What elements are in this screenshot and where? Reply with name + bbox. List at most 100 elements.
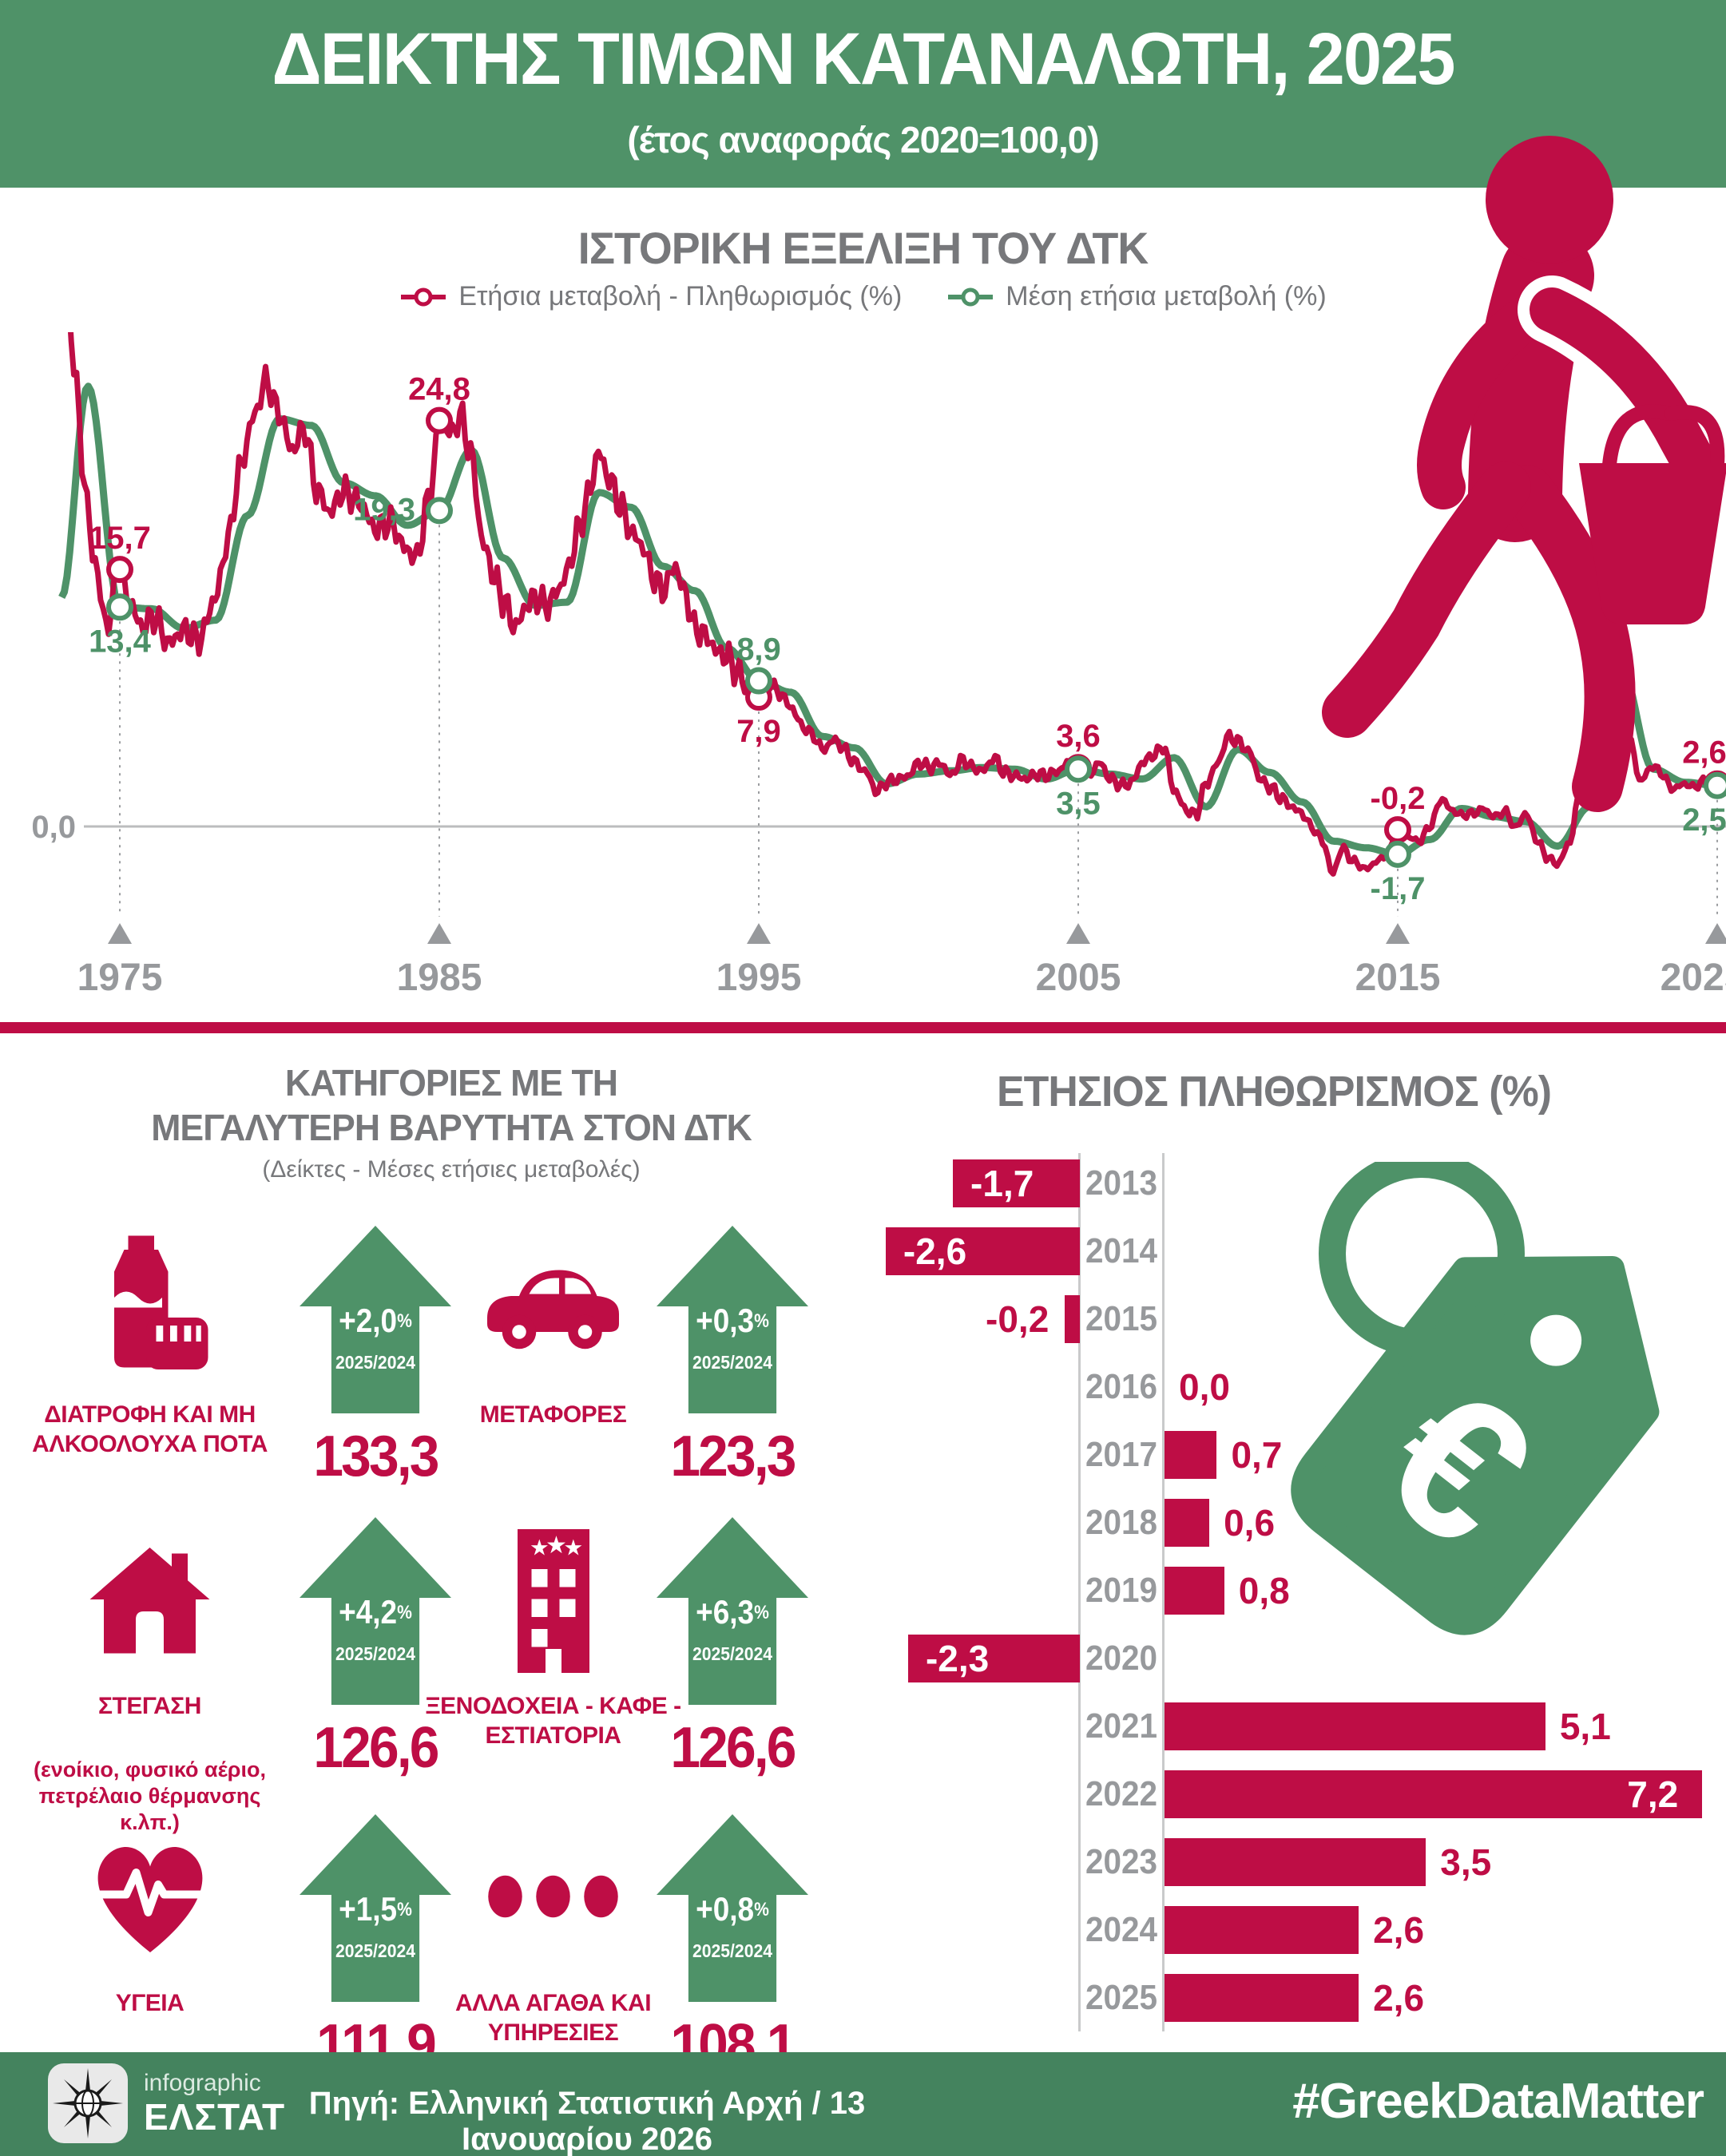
bar-year-label: 2017 bbox=[1085, 1435, 1158, 1474]
shopper-with-basket-icon bbox=[1322, 136, 1726, 812]
heart-pulse-icon bbox=[76, 1822, 224, 1970]
inflation-value-label: 7,9 bbox=[736, 714, 781, 749]
svg-text:★: ★ bbox=[530, 1536, 550, 1561]
bar-value-label: 0,8 bbox=[1238, 1570, 1290, 1611]
source-note: Πηγή: Ελληνική Στατιστική Αρχή / 13 Ιανο… bbox=[308, 2086, 866, 2156]
legend-label: Ετήσια μεταβολή - Πληθωρισμός (%) bbox=[458, 281, 903, 311]
elstat-logo bbox=[48, 2063, 128, 2143]
inflation-bar bbox=[1165, 1838, 1426, 1886]
inflation-bar bbox=[1165, 1770, 1703, 1818]
x-axis-year-label: 2005 bbox=[1036, 957, 1121, 999]
category-label: ΞΕΝΟΔΟΧΕΙΑ - ΚΑΦΕ - ΕΣΤΙΑΤΟΡΙΑ bbox=[425, 1693, 681, 1749]
category-card: +0,3% 2025/2024 123,3 ΜΕΤΑΦΟΡΕΣ bbox=[0, 1226, 808, 1513]
category-sublabel: (ενοίκιο, φυσικό αέριο, πετρέλαιο θέρμαν… bbox=[33, 1758, 266, 1834]
bar-value-label: 0,6 bbox=[1224, 1502, 1276, 1544]
average-value-label: 13,4 bbox=[89, 624, 152, 659]
bar-value-label: 0,7 bbox=[1231, 1434, 1283, 1476]
categories-subtitle: (Δείκτες - Μέσες ετήσιες μεταβολές) bbox=[262, 1156, 641, 1183]
category-card: ★ ★ ★ +6,3% 2025/2024 126,6 ΞΕΝΟΔΟΧΕΙΑ - ΚΑΦΕ … bbox=[0, 1517, 808, 1805]
euro-price-tag-icon: € bbox=[1291, 1162, 1660, 1635]
bar-year-label: 2020 bbox=[1085, 1639, 1158, 1678]
average-marker bbox=[1384, 840, 1411, 868]
section-divider bbox=[0, 1022, 1726, 1033]
green-line-marker-icon bbox=[948, 287, 994, 306]
categories-title: ΚΑΤΗΓΟΡΙΕΣ ΜΕ ΤΗ ΜΕΓΑΛΥΤΕΡΗ ΒΑΡΥΤΗΤΑ ΣΤΟ… bbox=[151, 1062, 752, 1148]
x-axis-year-label: 1985 bbox=[397, 957, 482, 999]
legend-item-inflation: Ετήσια μεταβολή - Πληθωρισμός (%) bbox=[399, 281, 902, 312]
inflation-value-label: 15,7 bbox=[89, 521, 151, 556]
bar-value-label: -2,3 bbox=[925, 1638, 990, 1679]
bar-value-label: 2,6 bbox=[1373, 1977, 1425, 2019]
line-chart-title: ΙΣΤΟΡΙΚΗ ΕΞΕΛΙΞΗ ΤΟΥ ΔΤΚ bbox=[577, 223, 1149, 273]
inflation-bar bbox=[1065, 1295, 1080, 1343]
inflation-marker bbox=[1065, 754, 1092, 782]
logo-elstat-label: ΕΛΣΤΑΤ bbox=[144, 2096, 286, 2138]
bar-value-label: 5,1 bbox=[1559, 1706, 1611, 1747]
ellipsis-dots-icon bbox=[479, 1822, 627, 1970]
average-marker bbox=[1065, 755, 1092, 783]
x-axis-year-label: 2015 bbox=[1355, 957, 1441, 999]
average-value-label: -1,7 bbox=[1371, 871, 1426, 906]
bar-year-label: 2014 bbox=[1085, 1231, 1158, 1270]
header-banner bbox=[0, 0, 1726, 188]
average-marker bbox=[426, 497, 453, 525]
category-card: +2,0% 2025/2024 133,3 ΔΙΑΤΡΟΦΗ ΚΑΙ ΜΗ ΑΛΚΟΟ… bbox=[0, 1226, 451, 1513]
bar-year-label: 2015 bbox=[1085, 1299, 1158, 1338]
increase-arrow: +6,3% 2025/2024 bbox=[657, 1517, 808, 1705]
svg-text:★: ★ bbox=[563, 1536, 583, 1561]
axis-arrow-icon bbox=[1705, 923, 1726, 944]
bar-chart-title: ΕΤΗΣΙΟΣ ΠΛΗΘΩΡΙΣΜΟΣ (%) bbox=[996, 1068, 1552, 1116]
bar-value-label: -0,2 bbox=[986, 1298, 1049, 1340]
svg-text:★: ★ bbox=[546, 1532, 567, 1560]
inflation-marker bbox=[426, 406, 453, 434]
bar-value-label: -1,7 bbox=[970, 1163, 1034, 1204]
axis-arrow-icon bbox=[427, 923, 451, 944]
category-index-value: 133,3 bbox=[313, 1425, 439, 1488]
footer-bar bbox=[0, 2052, 1726, 2156]
category-index-value: 126,6 bbox=[670, 1716, 796, 1780]
bar-year-label: 2018 bbox=[1085, 1503, 1158, 1542]
inflation-marker bbox=[106, 556, 133, 584]
inflation-bar bbox=[1165, 1702, 1545, 1750]
bar-year-label: 2024 bbox=[1085, 1910, 1158, 1949]
category-label: ΔΙΑΤΡΟΦΗ ΚΑΙ ΜΗ ΑΛΚΟΟΛΟΥΧΑ ΠΟΤΑ bbox=[32, 1401, 268, 1457]
bar-value-label: 3,5 bbox=[1440, 1841, 1492, 1883]
inflation-bar bbox=[1165, 1499, 1210, 1547]
red-line-marker-icon bbox=[401, 287, 446, 306]
inflation-bar bbox=[907, 1635, 1080, 1682]
bar-year-label: 2019 bbox=[1085, 1571, 1158, 1610]
bar-value-label: 7,2 bbox=[1627, 1774, 1679, 1815]
inflation-bar bbox=[1165, 1431, 1217, 1479]
page-subtitle: (έτος αναφοράς 2020=100,0) bbox=[627, 119, 1099, 161]
legend-label: Μέση ετήσια μεταβολή (%) bbox=[1006, 281, 1327, 311]
page-title: ΔΕΙΚΤΗΣ ΤΙΜΩΝ ΚΑΤΑΝΑΛΩΤΗ, 2025 bbox=[272, 18, 1455, 100]
average-marker bbox=[106, 593, 133, 621]
axis-arrow-icon bbox=[747, 923, 771, 944]
bar-value-label: 0,0 bbox=[1179, 1366, 1230, 1408]
inflation-value-label: 3,6 bbox=[1056, 719, 1101, 754]
axis-arrow-icon bbox=[1066, 923, 1090, 944]
inflation-bar bbox=[953, 1159, 1080, 1207]
category-label: ΜΕΤΑΦΟΡΕΣ bbox=[479, 1401, 627, 1428]
bar-value-label: -2,6 bbox=[903, 1231, 967, 1272]
inflation-bar bbox=[885, 1227, 1080, 1275]
bar-chart-left-axis-line bbox=[1078, 1153, 1081, 2031]
category-index-value: 126,6 bbox=[313, 1716, 439, 1780]
bar-year-label: 2022 bbox=[1085, 1774, 1158, 1813]
x-axis-year-label: 1995 bbox=[716, 957, 802, 999]
increase-arrow: +0,8% 2025/2024 bbox=[657, 1814, 808, 2002]
average-marker bbox=[745, 667, 772, 695]
inflation-bar bbox=[1165, 1567, 1224, 1615]
hotel-icon: ★ ★ ★ bbox=[479, 1525, 627, 1673]
line-chart-legend: Ετήσια μεταβολή - Πληθωρισμός (%) Μέση ε… bbox=[0, 281, 1726, 312]
logo-infographic-label: infographic bbox=[144, 2070, 261, 2096]
legend-item-average: Μέση ετήσια μεταβολή (%) bbox=[946, 281, 1327, 312]
hashtag: #GreekDataMatter bbox=[1292, 2074, 1704, 2129]
bar-year-label: 2025 bbox=[1085, 1978, 1158, 2017]
inflation-marker bbox=[745, 684, 772, 711]
average-value-label: 8,9 bbox=[736, 632, 781, 668]
x-axis-year-label: 2025 bbox=[1661, 957, 1726, 999]
axis-arrow-icon bbox=[1386, 923, 1410, 944]
x-axis-year-label: 1975 bbox=[77, 957, 163, 999]
